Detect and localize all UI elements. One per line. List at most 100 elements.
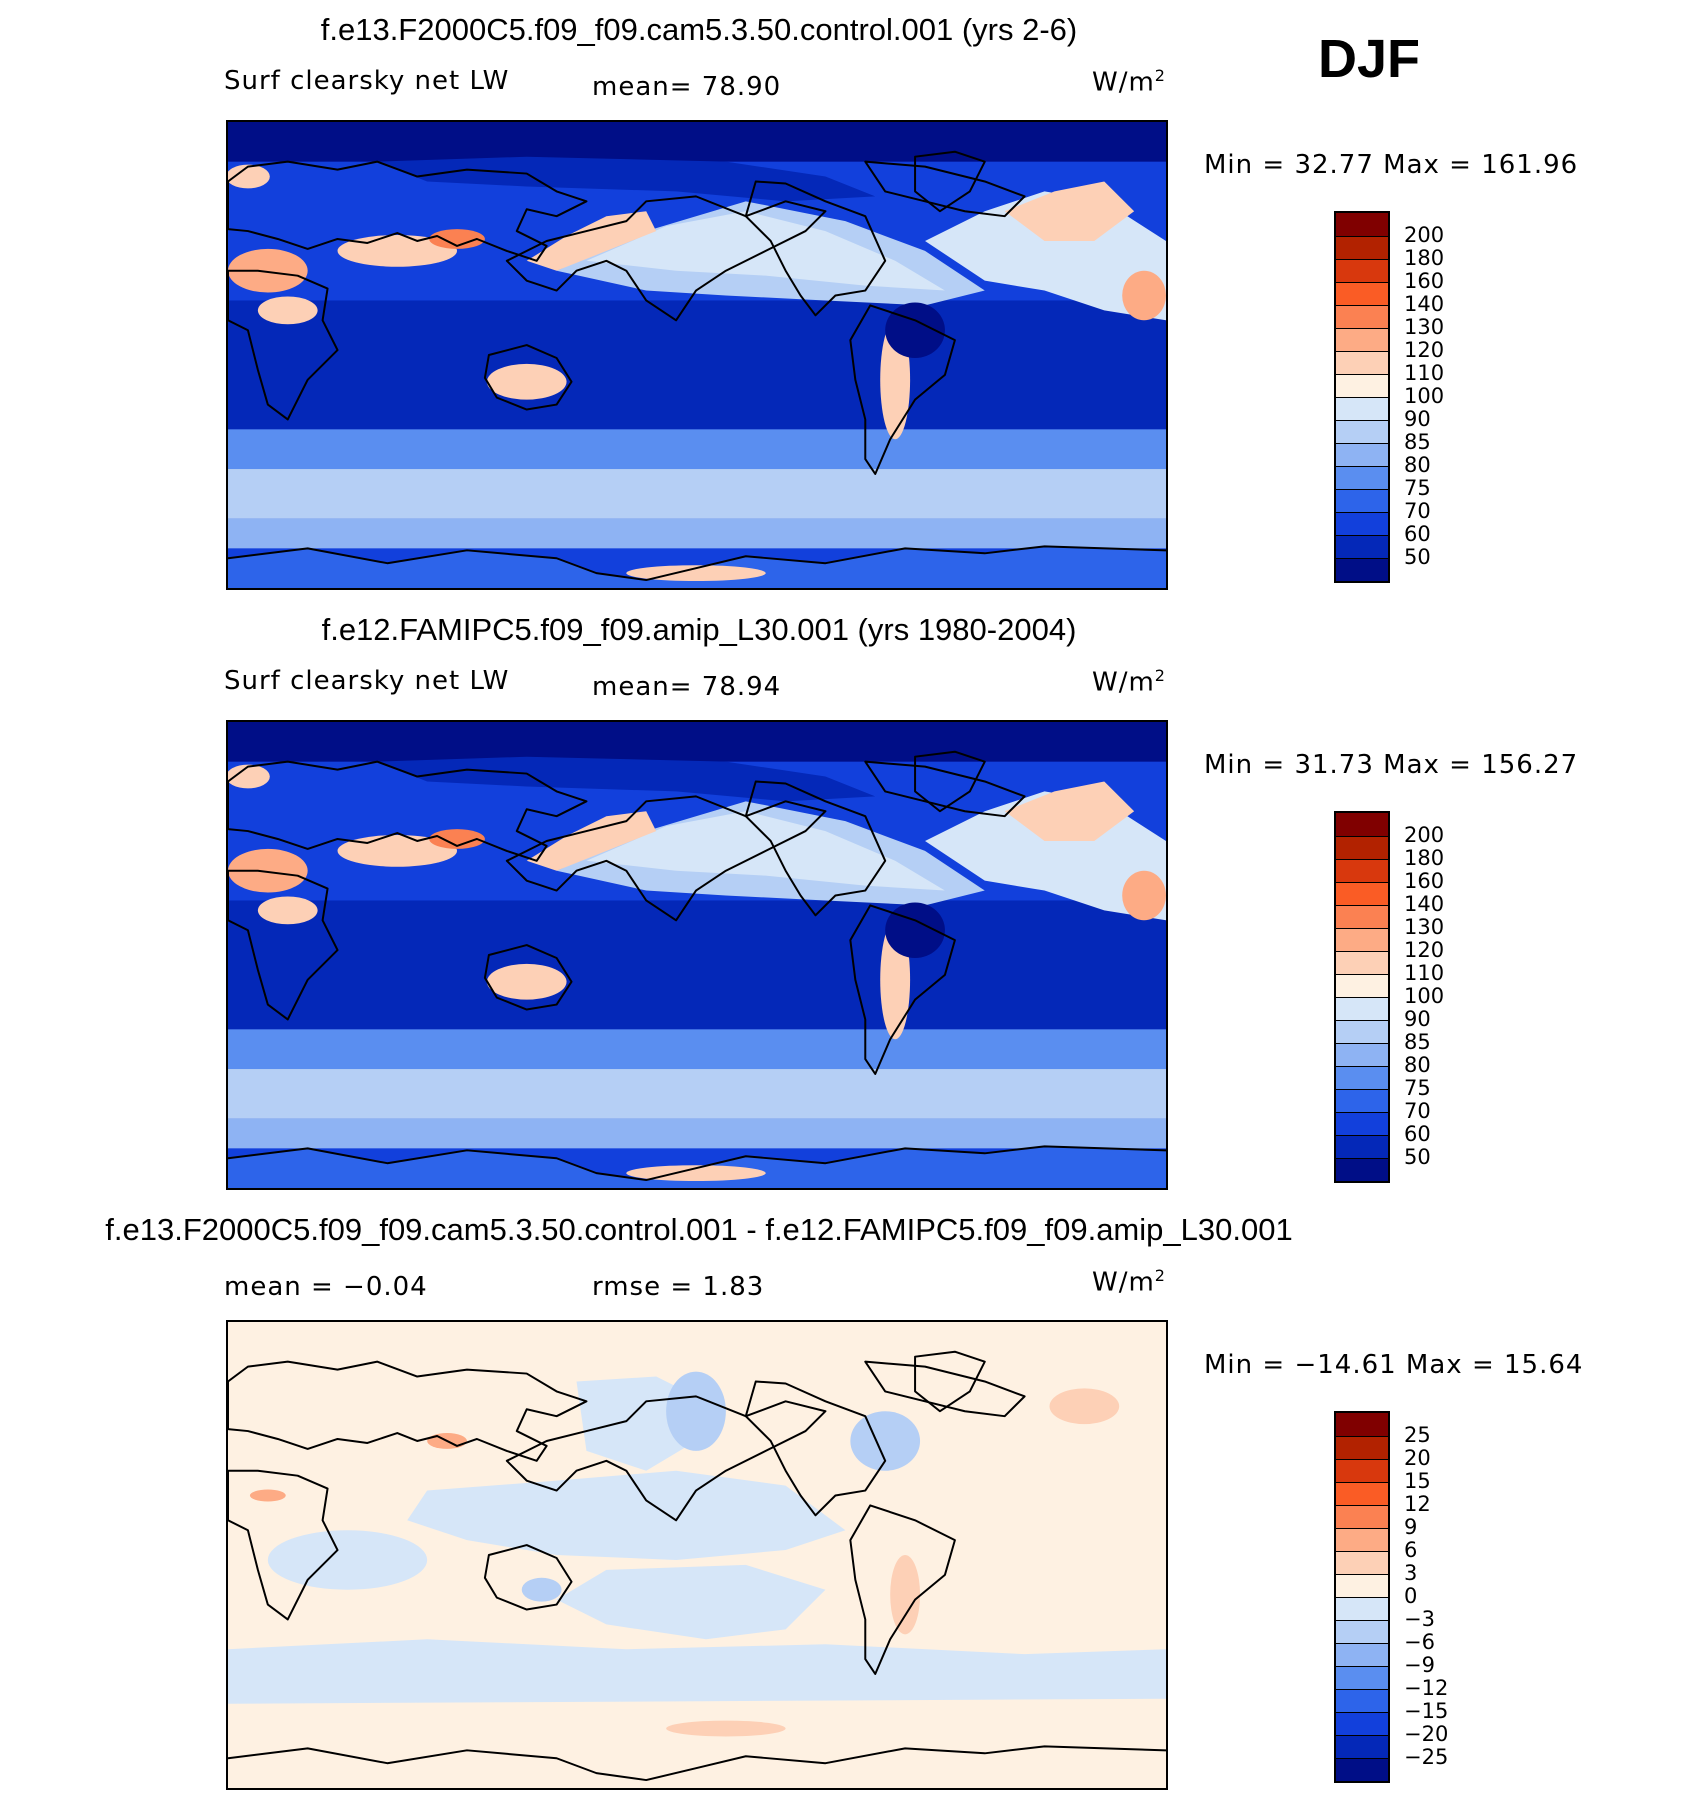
colorbar-segment xyxy=(1336,1135,1388,1158)
colorbar-tick-label: 120 xyxy=(1404,338,1445,362)
field-region xyxy=(267,1530,428,1590)
field-region xyxy=(228,429,1166,470)
units-label: W/m2 xyxy=(1092,1266,1166,1298)
coastline xyxy=(864,760,1026,818)
colorbar-segment xyxy=(1336,282,1388,305)
colorbar-segment xyxy=(1336,1735,1388,1758)
coastline xyxy=(864,160,1026,218)
field-region xyxy=(526,811,657,871)
colorbar-tick-label: 200 xyxy=(1404,223,1445,247)
field-region xyxy=(228,1146,1166,1188)
coastline xyxy=(483,344,573,411)
colorbar-tick-label: 0 xyxy=(1404,1584,1418,1608)
colorbar-segment xyxy=(1336,836,1388,859)
field-region xyxy=(377,756,876,802)
colorbar-tick-label: 60 xyxy=(1404,1122,1431,1146)
colorbar-tick-label: 50 xyxy=(1404,1145,1431,1169)
coastline xyxy=(744,180,887,317)
coastline xyxy=(228,1145,1166,1182)
colorbar-segment xyxy=(1336,351,1388,374)
colorbar-tick-label: 180 xyxy=(1404,846,1445,870)
field-region xyxy=(1122,870,1166,921)
colorbar-tick-label: 100 xyxy=(1404,984,1445,1008)
coastline xyxy=(914,750,986,813)
colorbar-segment xyxy=(1336,305,1388,328)
colorbar-tick-label: 90 xyxy=(1404,1007,1431,1031)
colorbar-segment xyxy=(1336,443,1388,466)
field-region xyxy=(228,122,1166,162)
field-region xyxy=(1004,781,1135,841)
colorbar-tick-label: 90 xyxy=(1404,407,1431,431)
field-region xyxy=(249,1489,286,1502)
variable-label: Surf clearsky net LW xyxy=(224,66,510,96)
panel-title: f.e13.F2000C5.f09_f09.cam5.3.50.control.… xyxy=(105,1212,1293,1247)
coastline xyxy=(228,160,588,262)
colorbar-tick-label: 180 xyxy=(1404,246,1445,270)
colorbar-segment xyxy=(1336,951,1388,974)
coastline xyxy=(483,944,573,1011)
colorbar-tick-label: 70 xyxy=(1404,1099,1431,1123)
colorbar-segment xyxy=(1336,1574,1388,1597)
field-region xyxy=(521,1577,562,1602)
coastline xyxy=(505,1395,827,1522)
field-region xyxy=(850,1411,921,1471)
field-region xyxy=(486,363,567,400)
colorbar-segment xyxy=(1336,1689,1388,1712)
colorbar-tick-label: 130 xyxy=(1404,315,1445,339)
mean-label: mean= 78.90 xyxy=(592,72,782,102)
coastline xyxy=(914,150,986,213)
colorbar-segment xyxy=(1336,928,1388,951)
coastline xyxy=(864,1360,1026,1418)
map-control xyxy=(226,120,1168,590)
colorbar-tick-label: 140 xyxy=(1404,892,1445,916)
colorbar-segment xyxy=(1336,489,1388,512)
min-max-label: Min = −14.61 Max = 15.64 xyxy=(1204,1350,1584,1380)
field-region xyxy=(228,1118,1166,1149)
rmse-label: rmse = 1.83 xyxy=(592,1272,765,1302)
colorbar-segment xyxy=(1336,535,1388,558)
colorbar-tick-label: 50 xyxy=(1404,545,1431,569)
colorbar-segment xyxy=(1336,1066,1388,1089)
colorbar-tick-label: −20 xyxy=(1404,1722,1449,1746)
colorbar-tick-label: 140 xyxy=(1404,292,1445,316)
map-amip xyxy=(226,720,1168,1190)
colorbar-tick-label: 120 xyxy=(1404,938,1445,962)
coastline xyxy=(228,269,339,421)
field-region xyxy=(228,722,1166,762)
colorbar-tick-label: 25 xyxy=(1404,1423,1431,1447)
field-region xyxy=(407,1470,846,1560)
field-region xyxy=(228,848,308,893)
coastline xyxy=(849,904,956,1075)
coastline xyxy=(228,869,339,1021)
coastline xyxy=(228,545,1166,582)
units-label: W/m2 xyxy=(1092,66,1166,98)
colorbar-tick-label: 80 xyxy=(1404,1053,1431,1077)
field-region xyxy=(666,1371,726,1451)
colorbar-segment xyxy=(1336,1020,1388,1043)
colorbar-segment xyxy=(1336,1112,1388,1135)
field-region xyxy=(228,764,270,789)
colorbar-tick-label: 80 xyxy=(1404,453,1431,477)
field-region xyxy=(526,211,657,271)
min-max-label: Min = 32.77 Max = 161.96 xyxy=(1204,150,1579,180)
field-region xyxy=(228,518,1166,549)
colorbar-segment xyxy=(1336,397,1388,420)
colorbar-tick-label: 70 xyxy=(1404,499,1431,523)
colorbar-segment xyxy=(1336,974,1388,997)
map-difference xyxy=(226,1320,1168,1790)
field-region xyxy=(429,829,485,849)
colorbar-segment xyxy=(1336,1666,1388,1689)
variable-label: Surf clearsky net LW xyxy=(224,666,510,696)
colorbar-segment xyxy=(1336,1413,1388,1436)
colorbar-tick-label: 160 xyxy=(1404,269,1445,293)
colorbar-tick-label: 100 xyxy=(1404,384,1445,408)
colorbar-tick-label: 130 xyxy=(1404,915,1445,939)
colorbar-segment xyxy=(1336,1158,1388,1181)
field-region xyxy=(890,1555,921,1635)
field-region xyxy=(228,546,1166,588)
panel-title: f.e13.F2000C5.f09_f09.cam5.3.50.control.… xyxy=(320,12,1078,47)
field-region xyxy=(1122,270,1166,321)
colorbar-tick-label: 75 xyxy=(1404,476,1431,500)
field-region xyxy=(228,164,270,189)
field-region xyxy=(228,1029,1166,1070)
